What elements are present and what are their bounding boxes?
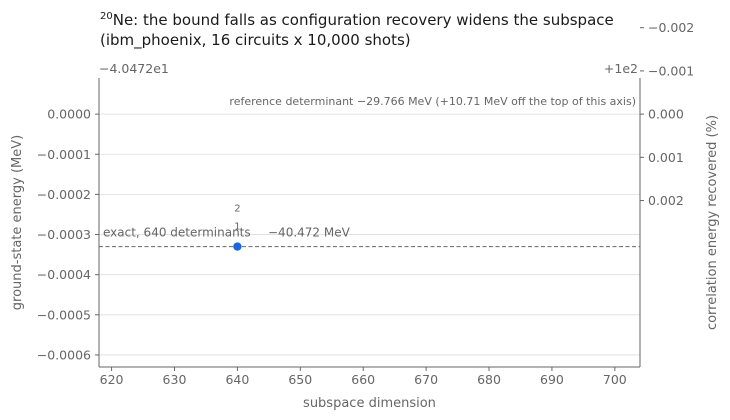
title-line-1-text: Ne: the bound falls as configuration rec… [112,11,614,29]
y-axis-label: ground-state energy (MeV) [10,135,25,310]
grid-layer [99,113,640,356]
point-label: 1 [234,222,240,233]
data-point [233,242,242,251]
x-tick-label: 700 [603,372,627,387]
text-layer: −4.0472e1 +1e2 subspace dimension ground-st… [10,61,720,411]
y-tick-label: −0.0003 [37,227,91,242]
exact-line-label: exact, 640 determinants [103,226,251,240]
y-tick-label: 0.0000 [47,107,91,122]
chart-title: 20Ne: the bound falls as configuration r… [100,10,720,50]
isotope-mass-number: 20 [100,11,113,22]
y-tick-label: −0.0002 [37,187,91,202]
y-tick-label: −0.0001 [37,147,91,162]
title-line-1: 20Ne: the bound falls as configuration r… [100,10,720,30]
y-tick-label: −0.0005 [37,307,91,322]
y2-offset-label: +1e2 [604,61,638,76]
ticks-layer: 620 630 640 650 660 670 680 690 700 0.0000 −0.0001… [37,20,694,387]
y2-tick-label: 0.000 [648,107,684,122]
x-axis-label: subspace dimension [303,396,436,411]
y2-axis-label: correlation energy recovered (%) [705,115,720,330]
x-tick-label: 670 [414,372,438,387]
title-line-2: (ibm_phoenix, 16 circuits x 10,000 shots… [100,31,411,49]
y-offset-label: −4.0472e1 [99,61,169,76]
x-tick-label: 640 [225,372,249,387]
reference-determinant-note: reference determinant −29.766 MeV (+10.7… [229,95,636,108]
x-tick-label: 680 [477,372,501,387]
x-tick-label: 620 [100,372,124,387]
y2-tick-label: 0.001 [648,150,684,165]
x-tick-label: 660 [351,372,375,387]
y2-tick-label: −0.002 [648,20,694,35]
y2-tick-label: 0.002 [648,193,684,208]
x-tick-label: 630 [163,372,187,387]
exact-line-value: −40.472 MeV [268,226,351,240]
y-tick-label: −0.0006 [37,347,91,362]
y-tick-label: −0.0004 [37,267,91,282]
x-tick-label: 690 [540,372,564,387]
axes-layer [98,78,641,368]
point-label: 2 [234,204,240,215]
marks-layer [233,242,242,251]
y2-tick-label: −0.001 [648,63,694,78]
x-tick-label: 650 [288,372,312,387]
